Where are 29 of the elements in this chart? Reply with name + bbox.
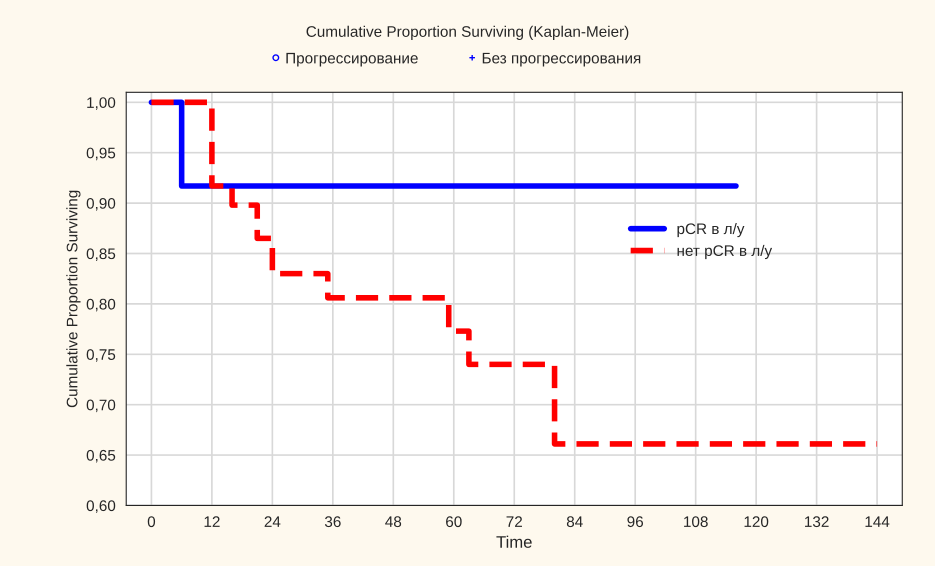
text: Прогрессирование bbox=[286, 52, 418, 67]
x-tick-label: 48 bbox=[385, 516, 402, 528]
x-tick-label: 84 bbox=[566, 516, 583, 528]
x-tick-label: 0 bbox=[148, 516, 156, 528]
y-tick-label: 0,70 bbox=[86, 400, 116, 412]
x-tick-label: 108 bbox=[684, 516, 708, 528]
legend-label: нет pCR в л/у bbox=[678, 244, 772, 260]
y-tick-label: 0,95 bbox=[86, 148, 116, 160]
x-tick-label: 132 bbox=[805, 516, 829, 528]
y-tick-label: 0,65 bbox=[86, 450, 116, 463]
y-axis-title: Cumulative Proportion Surviving bbox=[66, 190, 81, 408]
y-tick-label: 0,75 bbox=[86, 349, 116, 362]
x-tick-label: 24 bbox=[264, 516, 280, 527]
text: Без прогрессирования bbox=[482, 52, 640, 67]
x-axis-title: Time bbox=[496, 536, 532, 548]
x-tick-label: 60 bbox=[446, 516, 462, 528]
y-tick-label: 0,80 bbox=[86, 298, 116, 312]
y-tick-label: 1,00 bbox=[87, 97, 116, 110]
x-tick-label: 12 bbox=[204, 516, 220, 527]
y-tick-label: 0,60 bbox=[86, 500, 116, 513]
chart-title: Cumulative Proportion Surviving (Kaplan-Meier) bbox=[306, 26, 628, 40]
y-tick-label: 0,90 bbox=[86, 198, 116, 211]
x-tick-label: 144 bbox=[866, 516, 890, 527]
y-tick-label: 0,85 bbox=[86, 248, 116, 261]
x-tick-label: 96 bbox=[627, 516, 644, 528]
x-tick-label: 72 bbox=[506, 516, 522, 527]
x-tick-label: 36 bbox=[324, 516, 341, 528]
x-tick-label: 120 bbox=[744, 516, 768, 528]
legend-label: pCR в л/у bbox=[677, 222, 744, 238]
